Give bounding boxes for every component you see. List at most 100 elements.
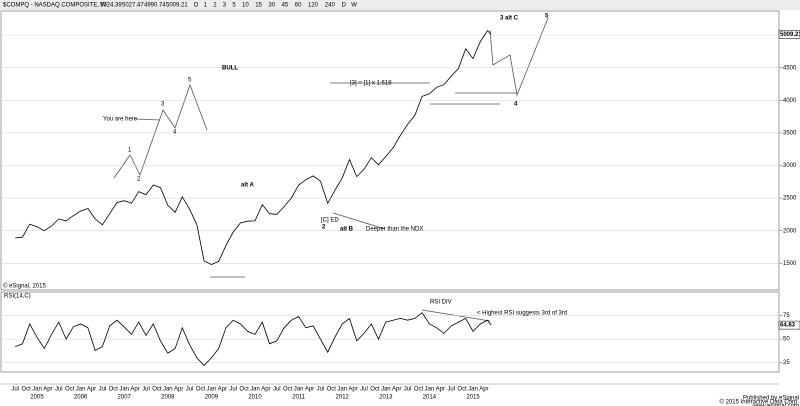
annotation: You are here <box>103 117 138 123</box>
projection-left <box>113 83 208 179</box>
month-label: Jan <box>163 387 173 393</box>
rsi-title: RSI(14,C) <box>4 294 31 300</box>
interval-button[interactable]: 15 <box>255 3 262 9</box>
annotation: 1 <box>128 148 132 154</box>
month-label: Oct <box>21 387 31 393</box>
month-label: Oct <box>196 387 206 393</box>
ohlc-value: 5024.39 <box>100 3 122 9</box>
last-value-box <box>778 30 800 39</box>
annotation: 3 <box>161 102 165 108</box>
month-label: Jan <box>32 387 42 393</box>
month-label: Jan <box>337 387 347 393</box>
month-label: Apr <box>479 387 488 393</box>
symbol: $COMPQ - NASDAQ COMPOSITE, W <box>3 3 107 9</box>
month-label: Apr <box>218 387 227 393</box>
rsi-panel <box>0 291 780 373</box>
pointer <box>332 212 386 230</box>
month-label: Jul <box>186 387 194 393</box>
price-panel <box>0 10 780 291</box>
month-label: Jan <box>381 387 391 393</box>
interval-button[interactable]: 120 <box>308 3 319 9</box>
y-tick-label: 3500 <box>783 130 797 136</box>
series-line <box>15 29 492 266</box>
annotation: 4 <box>514 102 518 108</box>
month-label: Apr <box>43 387 52 393</box>
interval-button[interactable]: 60 <box>295 3 302 9</box>
ohlc-value: 4990.74 <box>144 3 166 9</box>
month-label: Apr <box>305 387 314 393</box>
interval-button[interactable]: 5 <box>232 3 236 9</box>
month-label: Jan <box>207 387 217 393</box>
annotation: 3 <box>500 16 504 22</box>
year-label: 2009 <box>205 395 219 401</box>
y-tick-label: 4000 <box>783 98 797 104</box>
month-label: Apr <box>87 387 96 393</box>
month-label: Apr <box>261 387 270 393</box>
last-value: 5009.21 <box>780 32 800 38</box>
interval-button[interactable]: 3 <box>223 3 227 9</box>
month-label: Jan <box>76 387 86 393</box>
annotation: 4 <box>173 130 177 136</box>
footer-text: www.esignal.com <box>752 404 799 406</box>
month-label: Jul <box>55 387 63 393</box>
series-line <box>15 312 492 366</box>
annotation: alt C <box>505 16 519 22</box>
year-label: 2010 <box>248 395 262 401</box>
interval-button[interactable]: D <box>194 3 199 9</box>
interval-button[interactable]: D <box>342 3 347 9</box>
y-tick-label: 3000 <box>783 163 797 169</box>
month-label: Oct <box>327 387 337 393</box>
annotation: 2 <box>322 225 326 231</box>
month-label: Jul <box>447 387 455 393</box>
year-label: 2013 <box>379 395 393 401</box>
month-label: Oct <box>414 387 424 393</box>
interval-button[interactable]: 30 <box>268 3 275 9</box>
month-label: Apr <box>348 387 357 393</box>
y-tick-label: 2000 <box>783 228 797 234</box>
month-label: Jul <box>11 387 19 393</box>
month-label: Jul <box>142 387 150 393</box>
month-label: Jul <box>360 387 368 393</box>
year-label: 2012 <box>336 395 350 401</box>
interval-button[interactable]: 240 <box>325 3 336 9</box>
month-label: Jan <box>250 387 260 393</box>
annotation: < Highest RSI suggests 3rd of 3rd <box>477 311 567 317</box>
pointer <box>134 118 161 121</box>
annotation: © eSignal, 2015 <box>3 283 46 290</box>
annotation: alt B <box>340 227 354 233</box>
month-label: Jan <box>468 387 478 393</box>
annotation: [3] = [1] x 1.618 <box>350 81 392 87</box>
y-tick-label: 75 <box>783 313 790 319</box>
month-label: Oct <box>239 387 249 393</box>
year-label: 2005 <box>30 395 44 401</box>
annotation: 2 <box>137 177 141 183</box>
month-label: Oct <box>65 387 75 393</box>
ohlc-value: 5027.47 <box>122 3 144 9</box>
annotation: [C] ED <box>321 218 339 224</box>
y-tick-label: 1500 <box>783 261 797 267</box>
interval-button[interactable]: 10 <box>242 3 249 9</box>
month-label: Jul <box>229 387 237 393</box>
year-label: 2006 <box>74 395 88 401</box>
annotation: 5 <box>188 78 192 84</box>
month-label: Oct <box>457 387 467 393</box>
interval-button[interactable]: 45 <box>282 3 289 9</box>
y-tick-label: 50 <box>783 337 790 343</box>
interval-button[interactable]: 1 <box>204 3 208 9</box>
interval-button[interactable]: W <box>351 3 357 9</box>
annotation: BULL <box>222 66 238 72</box>
annotation: RSI DIV <box>430 300 452 306</box>
footer-text: © 2015 Interactive Data Corp. <box>720 399 800 406</box>
month-label: Jul <box>99 387 107 393</box>
projection-right <box>489 17 549 97</box>
toolbar <box>0 0 800 10</box>
annotation: 5 <box>545 14 549 20</box>
month-label: Oct <box>370 387 380 393</box>
year-label: 2007 <box>118 395 132 401</box>
month-label: Apr <box>130 387 139 393</box>
month-label: Apr <box>174 387 183 393</box>
month-label: Oct <box>152 387 162 393</box>
interval-button[interactable]: 2 <box>213 3 217 9</box>
month-label: Oct <box>283 387 293 393</box>
